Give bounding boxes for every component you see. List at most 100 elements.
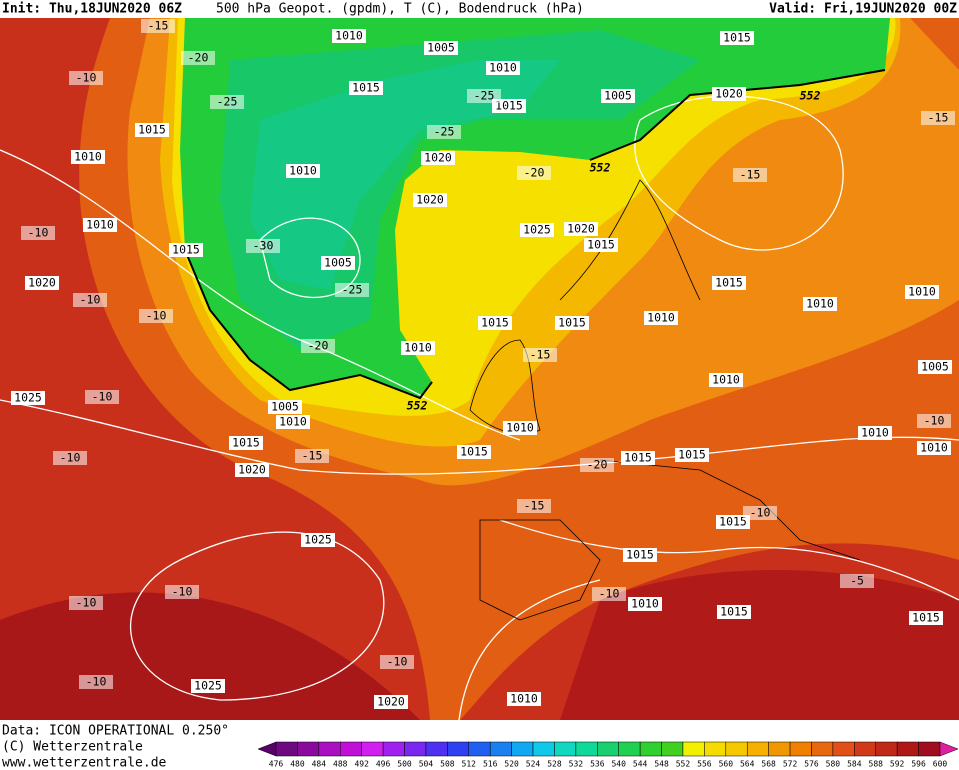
temperature-label: -10 (750, 506, 771, 520)
pressure-label: 1015 (558, 316, 586, 330)
pressure-label: 1010 (489, 61, 517, 75)
label-box (917, 414, 951, 428)
label-box (712, 276, 746, 290)
website: www.wetterzentrale.de (2, 756, 167, 770)
label-box (53, 451, 87, 465)
colorbar-label: 492 (354, 760, 369, 769)
header-bar (0, 0, 959, 18)
temperature-label: -15 (928, 111, 949, 125)
label-box (235, 463, 269, 477)
colorbar-swatch (768, 741, 791, 757)
colorbar-label: 564 (740, 760, 755, 769)
label-box (246, 239, 280, 253)
pressure-label: 1010 (404, 341, 432, 355)
temperature-label: -25 (474, 89, 495, 103)
label-box (717, 605, 751, 619)
label-box (720, 31, 754, 45)
pressure-label: 1010 (86, 218, 114, 232)
label-box (71, 150, 105, 164)
pressure-label: 1015 (495, 99, 523, 113)
label-box (421, 151, 455, 165)
coastlines (469, 179, 861, 621)
pressure-label: 1015 (352, 81, 380, 95)
552-contour (184, 249, 433, 400)
label-box (21, 226, 55, 240)
temperature-label: -15 (524, 499, 545, 513)
temperature-label: -15 (148, 19, 169, 33)
colorbar-swatch (511, 741, 534, 757)
colorbar-label: 516 (483, 760, 498, 769)
colorbar-arrow (939, 741, 959, 757)
colorbar-label: 548 (654, 760, 669, 769)
pressure-label: 1025 (194, 679, 222, 693)
pressure-label: 1005 (604, 89, 632, 103)
pressure-label: 1020 (238, 463, 266, 477)
colorbar-swatch (918, 741, 941, 757)
label-box (141, 19, 175, 33)
colorbar-swatch (597, 741, 619, 757)
pressure-label: 1010 (506, 421, 534, 435)
temperature-label: -20 (188, 51, 209, 65)
temperature-label: -20 (587, 458, 608, 472)
pressure-label: 1005 (324, 256, 352, 270)
colorbar-label: 560 (719, 760, 734, 769)
temperature-label: -10 (80, 293, 101, 307)
colorbar-swatch (382, 741, 405, 757)
temperature-label: -15 (530, 348, 551, 362)
pressure-label: 1020 (715, 87, 743, 101)
pressure-label: 1010 (289, 164, 317, 178)
colorbar-label: 528 (547, 760, 562, 769)
552-contour (589, 69, 886, 161)
temperature-label: -25 (342, 283, 363, 297)
pressure-label: 1005 (271, 400, 299, 414)
label-box (623, 548, 657, 562)
pressure-label: 1005 (427, 41, 455, 55)
valid-time: Valid: Fri,19JUN2020 00Z (769, 2, 957, 17)
label-box (135, 123, 169, 137)
label-box (503, 421, 537, 435)
colorbar-swatch (639, 741, 662, 757)
label-box (335, 283, 369, 297)
pressure-label: 1015 (624, 451, 652, 465)
colorbar-swatch (404, 741, 427, 757)
colorbar-swatch (575, 741, 598, 757)
colorbar-label: 476 (269, 760, 284, 769)
colorbar-swatch (854, 741, 876, 757)
label-box (517, 166, 551, 180)
colorbar-label: 544 (633, 760, 648, 769)
temperature-label: -15 (302, 449, 323, 463)
pressure-label: 1020 (424, 151, 452, 165)
colorbar-swatch (682, 741, 705, 757)
pressure-label: 1015 (912, 611, 940, 625)
colorbar-label: 572 (783, 760, 798, 769)
label-box (191, 679, 225, 693)
colorbar: 476 480 484 488 492 496 500 504 508 512 516 520 524 5… (257, 741, 959, 769)
colorbar-label: 584 (847, 760, 862, 769)
temperature-label: -30 (253, 239, 274, 253)
colorbar-swatch (361, 741, 384, 757)
pressure-label: 1025 (304, 533, 332, 547)
label-box (427, 125, 461, 139)
label-box (139, 309, 173, 323)
colorbar-swatch (340, 741, 362, 757)
label-box (580, 458, 614, 472)
temperature-label: -25 (217, 95, 238, 109)
label-box (716, 515, 750, 529)
temperature-label: -20 (524, 166, 545, 180)
label-box (374, 695, 408, 709)
label-box (675, 448, 709, 462)
label-box (917, 441, 951, 455)
pressure-label: 1005 (921, 360, 949, 374)
pressure-label: 1010 (806, 297, 834, 311)
colorbar-swatch (875, 741, 898, 757)
colorbar-label: 576 (804, 760, 819, 769)
label-box (507, 692, 541, 706)
temperature-label: -10 (76, 71, 97, 85)
pressure-label: 1015 (232, 436, 260, 450)
label-box (712, 87, 746, 101)
label-box (301, 533, 335, 547)
data-source: Data: ICON OPERATIONAL 0.250° (2, 724, 229, 739)
label-box (628, 597, 662, 611)
colorbar-label: 568 (761, 760, 776, 769)
